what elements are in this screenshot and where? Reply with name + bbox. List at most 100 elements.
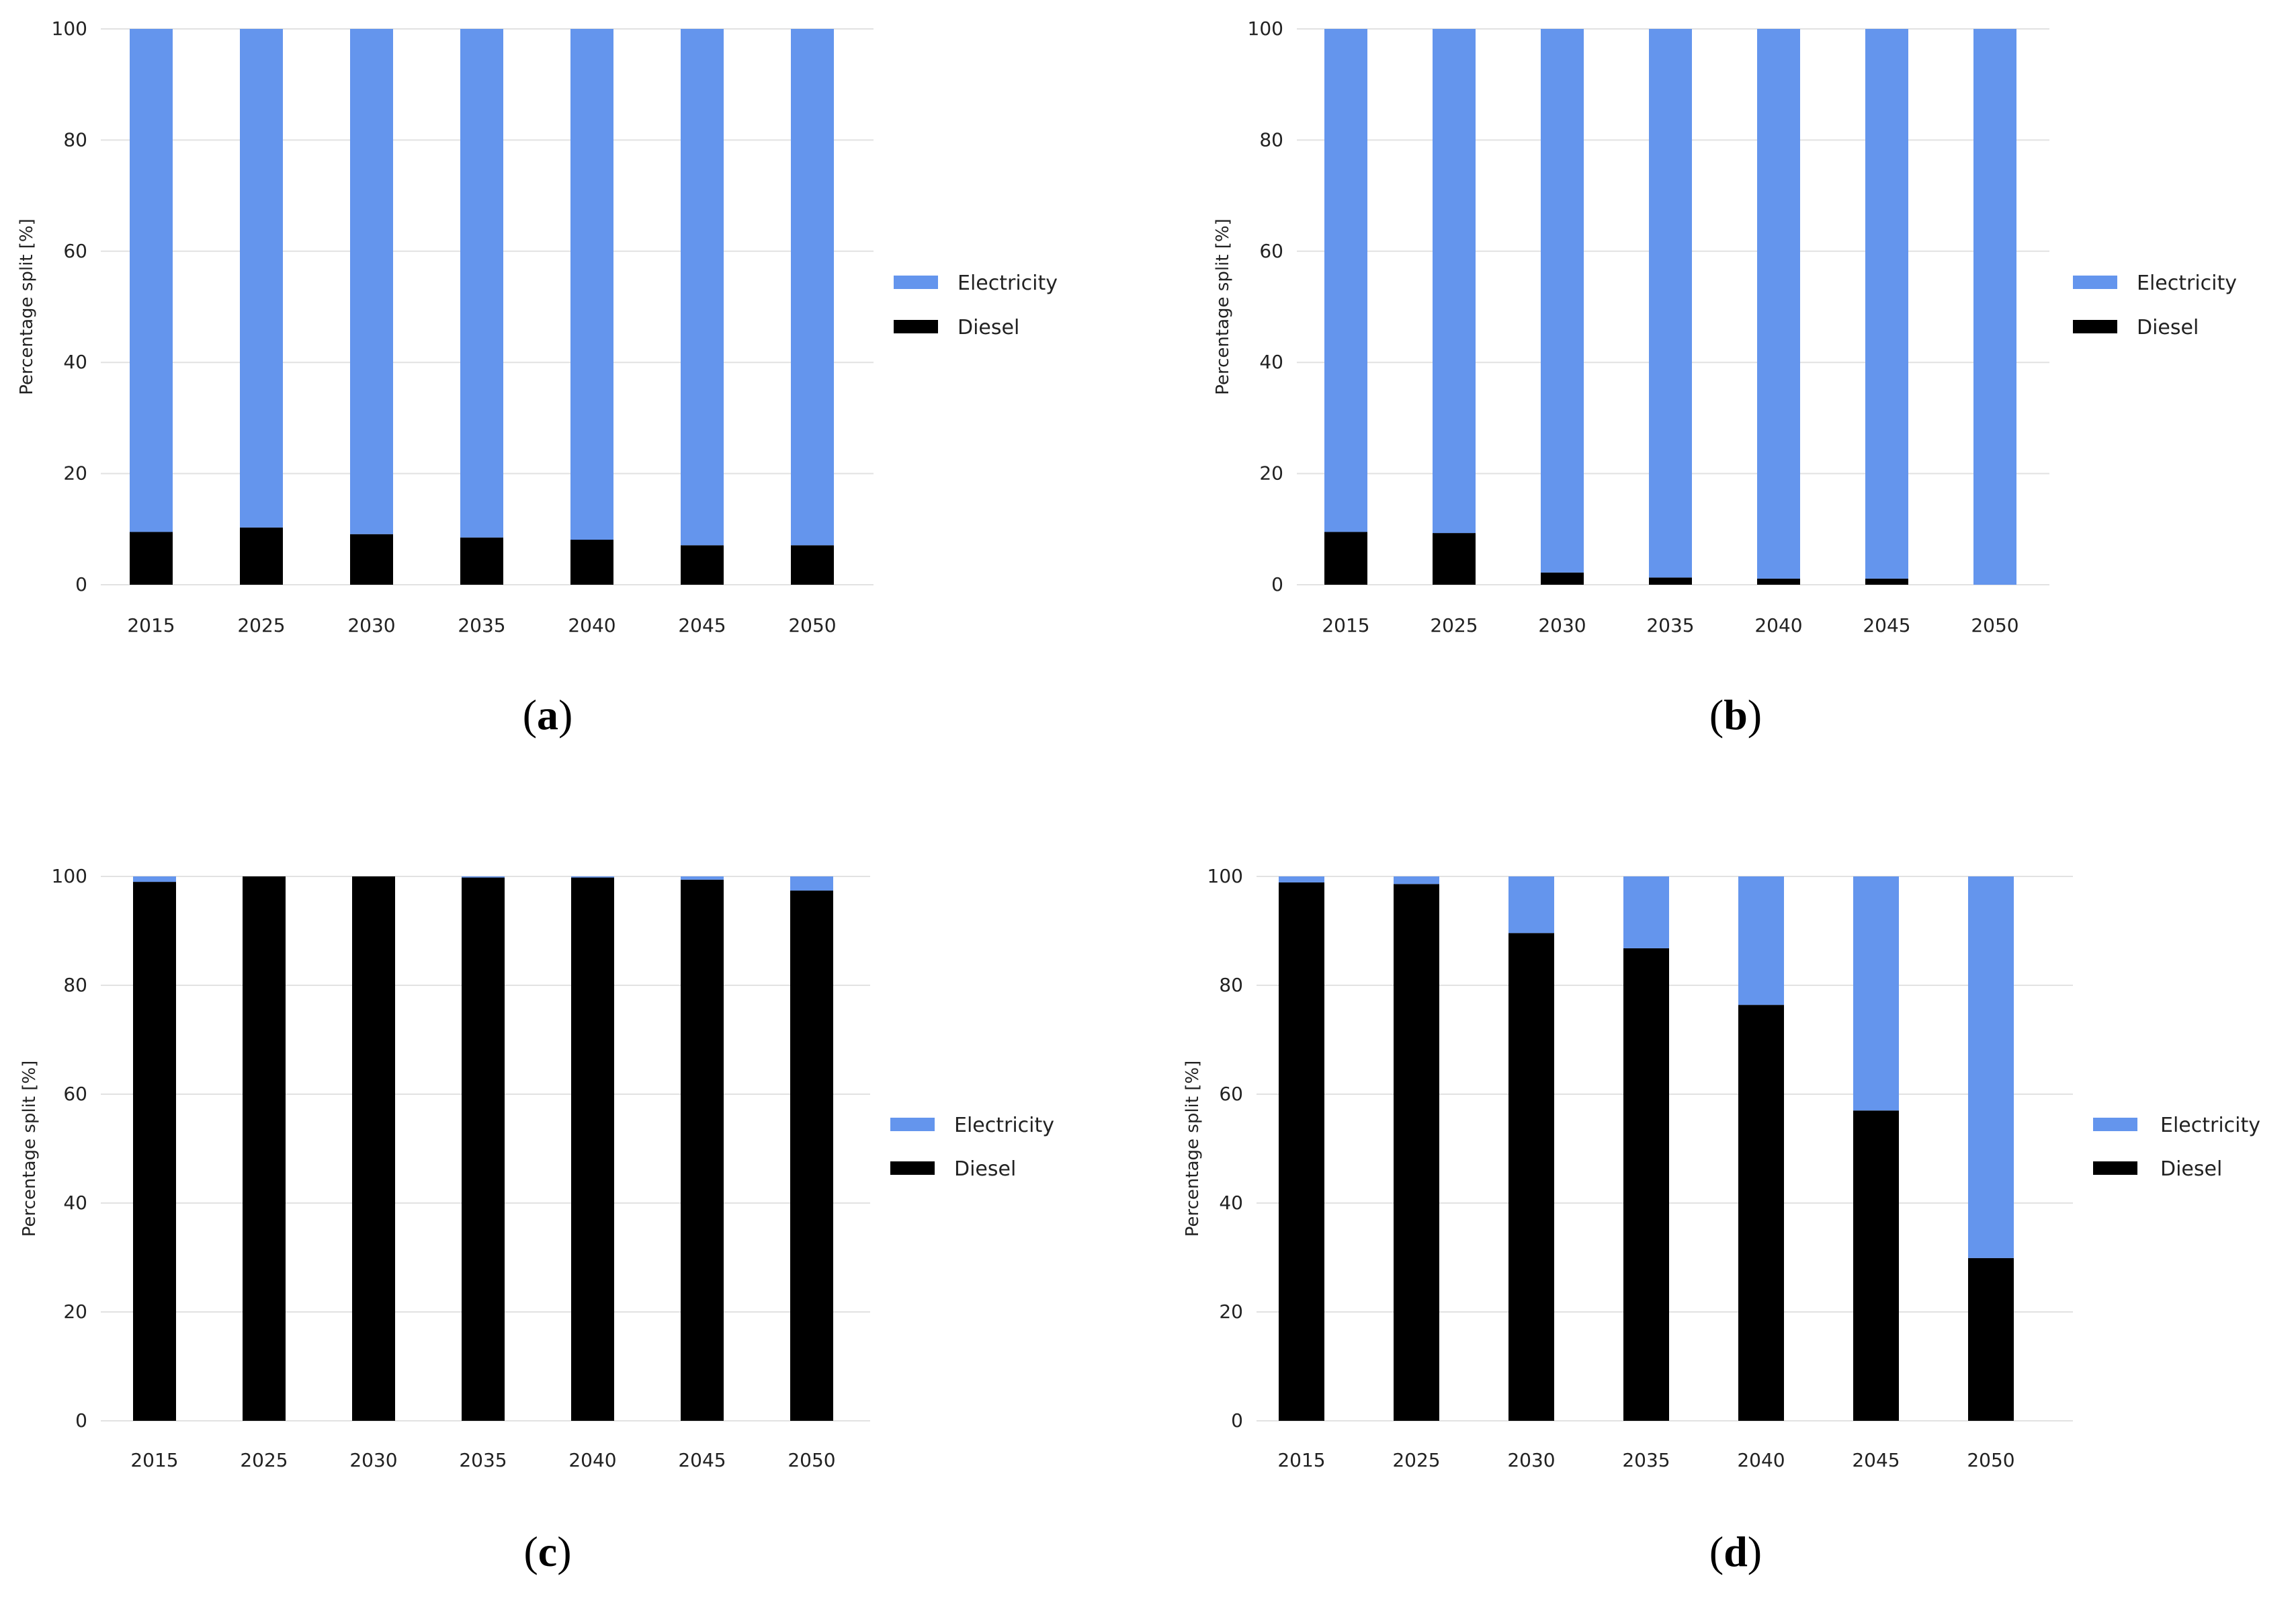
y-tick-label: 60 bbox=[1259, 240, 1283, 262]
x-tick-label: 2035 bbox=[1646, 614, 1694, 636]
bar-electricity-2040 bbox=[1738, 876, 1784, 1005]
panel-caption: (d) bbox=[1709, 1528, 1762, 1575]
y-tick-label: 20 bbox=[63, 1301, 87, 1323]
x-tick-label: 2025 bbox=[240, 1449, 288, 1471]
bar-electricity-2025 bbox=[1433, 29, 1476, 534]
bar-electricity-2050 bbox=[1973, 29, 2016, 585]
x-tick-label: 2015 bbox=[130, 1449, 178, 1471]
legend-label-diesel: Diesel bbox=[2137, 316, 2199, 339]
bar-electricity-2045 bbox=[681, 29, 724, 546]
x-tick-label: 2025 bbox=[1430, 614, 1478, 636]
y-tick-label: 100 bbox=[1207, 865, 1243, 887]
y-tick-label: 100 bbox=[52, 17, 87, 40]
bar-diesel-2025 bbox=[1394, 884, 1439, 1421]
caption-letter: b bbox=[1724, 691, 1748, 739]
y-tick-label: 40 bbox=[63, 351, 87, 373]
bar-diesel-2035 bbox=[462, 877, 505, 1421]
y-tick-label: 0 bbox=[1271, 573, 1283, 595]
bar-electricity-2040 bbox=[571, 876, 614, 878]
caption-open-paren: ( bbox=[523, 691, 537, 739]
x-tick-label: 2050 bbox=[1967, 1449, 2014, 1471]
y-tick-label: 20 bbox=[1219, 1301, 1243, 1323]
x-tick-label: 2015 bbox=[1322, 614, 1369, 636]
caption-close-paren: ) bbox=[558, 691, 572, 739]
bar-diesel-2030 bbox=[1541, 572, 1584, 585]
x-tick-label: 2045 bbox=[1863, 614, 1910, 636]
bar-electricity-2015 bbox=[1324, 29, 1367, 532]
caption-letter: d bbox=[1724, 1528, 1748, 1575]
caption-close-paren: ) bbox=[1748, 691, 1762, 739]
bar-diesel-2050 bbox=[791, 545, 834, 585]
caption-open-paren: ( bbox=[523, 1528, 538, 1575]
bar-diesel-2050 bbox=[1968, 1257, 2014, 1421]
y-tick-label: 40 bbox=[1259, 351, 1283, 373]
x-tick-label: 2030 bbox=[1538, 614, 1586, 636]
bar-electricity-2015 bbox=[1279, 876, 1324, 882]
legend-label-electricity: Electricity bbox=[2137, 272, 2237, 295]
bar-electricity-2035 bbox=[1623, 876, 1669, 948]
y-tick-label: 20 bbox=[1259, 462, 1283, 485]
y-tick-label: 60 bbox=[63, 1083, 87, 1105]
x-tick-label: 2015 bbox=[1277, 1449, 1325, 1471]
x-tick-label: 2040 bbox=[568, 614, 615, 636]
bar-electricity-2040 bbox=[1757, 29, 1800, 579]
bar-electricity-2030 bbox=[1541, 29, 1584, 573]
legend-swatch-electricity bbox=[890, 1118, 935, 1131]
legend-label-diesel: Diesel bbox=[958, 316, 1019, 339]
bar-electricity-2025 bbox=[240, 29, 283, 528]
panel-caption: (b) bbox=[1709, 691, 1762, 739]
bar-diesel-2015 bbox=[1279, 882, 1324, 1421]
y-tick-label: 40 bbox=[63, 1192, 87, 1214]
y-axis-label: Percentage split [%] bbox=[19, 1061, 40, 1237]
y-axis-label: Percentage split [%] bbox=[1213, 218, 1233, 395]
bar-diesel-2035 bbox=[460, 537, 503, 585]
y-tick-label: 80 bbox=[63, 974, 87, 996]
legend-label-diesel: Diesel bbox=[2160, 1157, 2222, 1181]
bar-diesel-2030 bbox=[352, 876, 395, 1421]
y-tick-label: 0 bbox=[75, 573, 87, 595]
caption-close-paren: ) bbox=[557, 1528, 571, 1575]
x-tick-label: 2025 bbox=[1392, 1449, 1440, 1471]
bar-diesel-2045 bbox=[681, 545, 724, 585]
x-tick-label: 2030 bbox=[1507, 1449, 1555, 1471]
bar-electricity-2050 bbox=[790, 876, 833, 891]
bar-electricity-2045 bbox=[1865, 29, 1908, 579]
y-tick-label: 0 bbox=[1231, 1409, 1243, 1432]
bar-electricity-2050 bbox=[791, 29, 834, 546]
x-tick-label: 2045 bbox=[1852, 1449, 1900, 1471]
legend-swatch-electricity bbox=[2093, 1118, 2137, 1131]
y-axis-label: Percentage split [%] bbox=[1183, 1061, 1203, 1237]
bar-diesel-2045 bbox=[1853, 1110, 1899, 1421]
x-tick-label: 2045 bbox=[678, 614, 726, 636]
caption-open-paren: ( bbox=[1709, 691, 1724, 739]
bar-diesel-2015 bbox=[130, 532, 173, 585]
y-tick-label: 0 bbox=[75, 1409, 87, 1432]
y-tick-label: 100 bbox=[1248, 17, 1283, 40]
bar-electricity-2035 bbox=[1649, 29, 1692, 578]
bar-diesel-2040 bbox=[570, 540, 613, 585]
y-tick-label: 100 bbox=[52, 865, 87, 887]
bar-diesel-2035 bbox=[1649, 577, 1692, 585]
x-tick-label: 2015 bbox=[127, 614, 175, 636]
bar-electricity-2030 bbox=[350, 29, 393, 534]
legend-swatch-diesel bbox=[894, 320, 938, 333]
x-tick-label: 2050 bbox=[788, 614, 836, 636]
bar-diesel-2040 bbox=[1738, 1005, 1784, 1421]
bar-diesel-2035 bbox=[1623, 948, 1669, 1421]
legend-swatch-electricity bbox=[2073, 276, 2117, 289]
bar-electricity-2035 bbox=[460, 29, 503, 538]
panel-caption: (a) bbox=[523, 691, 573, 739]
bar-diesel-2015 bbox=[1324, 532, 1367, 585]
bar-electricity-2045 bbox=[681, 876, 724, 880]
legend-label-electricity: Electricity bbox=[954, 1114, 1054, 1137]
bar-diesel-2025 bbox=[240, 527, 283, 585]
bar-diesel-2015 bbox=[133, 882, 176, 1421]
legend-label-electricity: Electricity bbox=[958, 272, 1058, 295]
x-tick-label: 2035 bbox=[459, 1449, 507, 1471]
caption-letter: a bbox=[537, 691, 558, 739]
bar-diesel-2040 bbox=[571, 877, 614, 1421]
